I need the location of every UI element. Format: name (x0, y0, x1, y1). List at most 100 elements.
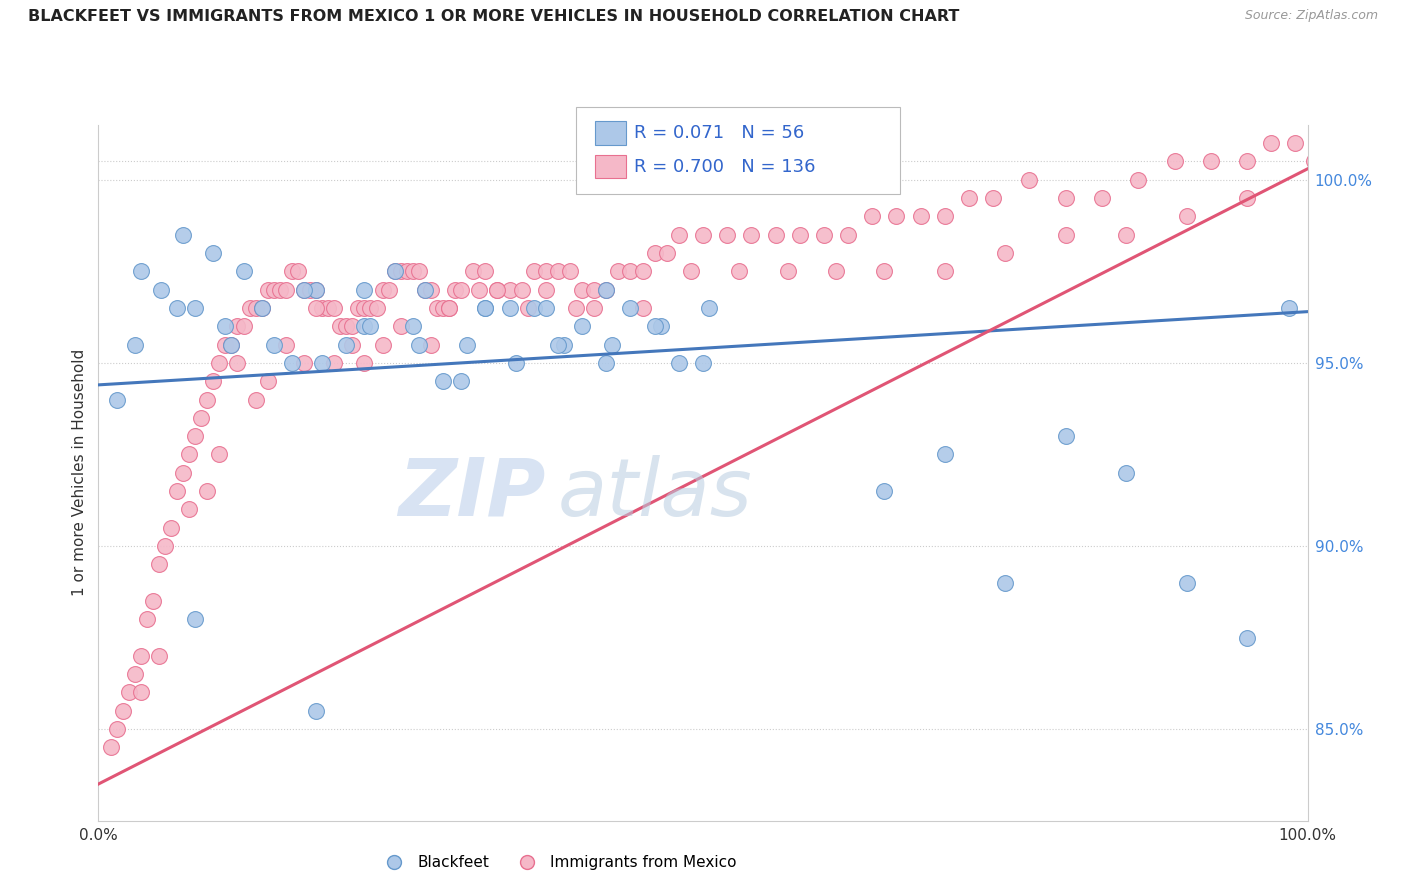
Point (226, 319, 249, 334)
Point (547, 337, 569, 351)
Point (335, 319, 357, 334)
Point (910, 210, 932, 224)
Point (232, 319, 254, 334)
Point (498, 283, 520, 297)
Point (184, 429, 207, 443)
Point (934, 210, 956, 224)
Text: R = 0.700   N = 136: R = 0.700 N = 136 (634, 158, 815, 176)
Point (413, 283, 436, 297)
Point (486, 283, 509, 297)
Point (957, 191, 980, 205)
Point (934, 264, 956, 278)
Point (129, 264, 152, 278)
Point (534, 283, 557, 297)
Point (311, 356, 333, 370)
Point (360, 319, 382, 334)
Point (426, 301, 449, 315)
Point (335, 337, 357, 351)
Point (697, 301, 720, 315)
Point (389, 264, 412, 278)
Point (347, 301, 370, 315)
Text: R = 0.071   N = 56: R = 0.071 N = 56 (634, 124, 804, 142)
Point (172, 227, 194, 242)
Point (202, 374, 225, 388)
Point (172, 466, 194, 480)
Point (505, 356, 527, 370)
Point (474, 301, 496, 315)
Point (886, 210, 908, 224)
Point (342, 319, 364, 334)
Point (486, 283, 509, 297)
Point (179, 502, 201, 516)
Point (360, 301, 382, 315)
Point (274, 283, 297, 297)
Point (305, 283, 328, 297)
Point (607, 264, 630, 278)
Point (305, 704, 328, 718)
Point (602, 337, 624, 351)
Point (860, 210, 883, 224)
Point (523, 264, 546, 278)
Point (100, 740, 122, 755)
Point (631, 301, 654, 315)
Point (281, 264, 304, 278)
Point (547, 264, 569, 278)
Point (825, 264, 848, 278)
Point (311, 301, 333, 315)
Point (1302, 154, 1324, 169)
Point (184, 301, 207, 315)
Point (981, 191, 1004, 205)
Point (1054, 191, 1077, 205)
Point (263, 283, 285, 297)
Point (456, 337, 478, 351)
Point (523, 301, 546, 315)
Point (668, 227, 690, 242)
Point (644, 246, 666, 260)
Point (148, 648, 170, 663)
Point (395, 264, 418, 278)
Point (1236, 154, 1258, 169)
Point (148, 558, 170, 572)
Point (463, 264, 485, 278)
Point (408, 337, 430, 351)
Point (256, 374, 278, 388)
Point (631, 264, 654, 278)
Point (208, 447, 231, 461)
Point (377, 283, 399, 297)
Point (789, 227, 811, 242)
Point (384, 264, 406, 278)
Point (583, 283, 606, 297)
Point (402, 264, 425, 278)
Point (160, 521, 183, 535)
Point (202, 246, 225, 260)
Point (776, 264, 799, 278)
Point (166, 301, 188, 315)
Point (105, 392, 128, 407)
Point (353, 356, 375, 370)
Point (595, 283, 617, 297)
Point (408, 264, 430, 278)
Point (245, 301, 267, 315)
Point (208, 356, 231, 370)
Point (150, 283, 173, 297)
Point (269, 283, 291, 297)
Point (873, 264, 896, 278)
Point (553, 337, 575, 351)
Point (413, 283, 436, 297)
Point (129, 648, 152, 663)
Point (287, 264, 309, 278)
Point (934, 447, 956, 461)
Point (1115, 466, 1137, 480)
Point (1128, 173, 1150, 187)
Point (226, 356, 249, 370)
Point (250, 301, 273, 315)
Point (668, 356, 690, 370)
Point (221, 337, 243, 351)
Point (873, 484, 896, 499)
Point (371, 283, 394, 297)
Point (765, 227, 787, 242)
Point (323, 356, 346, 370)
Point (444, 283, 467, 297)
Point (329, 319, 352, 334)
Point (994, 246, 1017, 260)
